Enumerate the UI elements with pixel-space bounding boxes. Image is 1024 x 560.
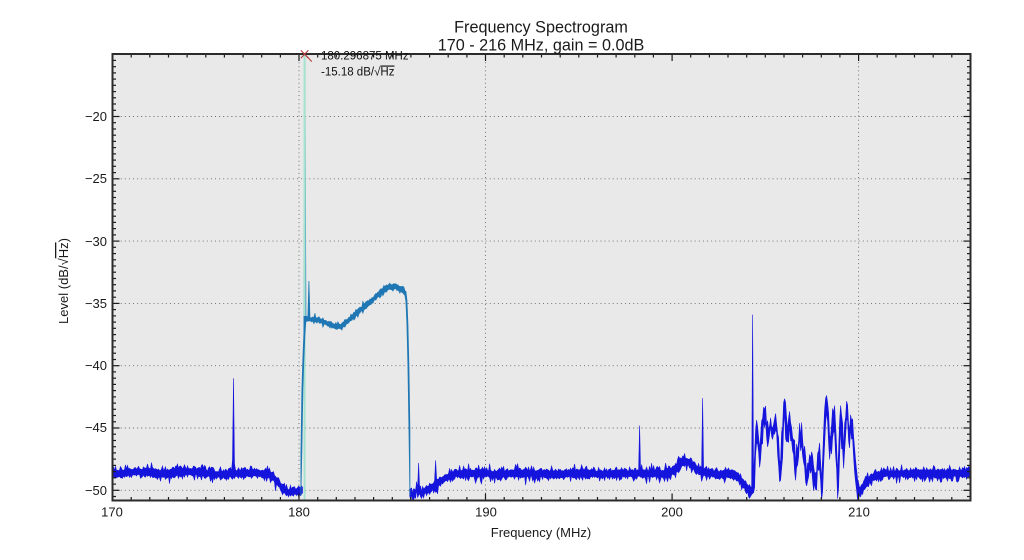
svg-text:Level (dB/√Hz): Level (dB/√Hz) [56,238,71,324]
svg-text:-15.18 dB/√Hz: -15.18 dB/√Hz [321,66,395,79]
svg-text:180.296875 MHz: 180.296875 MHz [321,51,409,63]
svg-text:−25: −25 [85,171,107,186]
svg-text:−50: −50 [85,483,107,498]
svg-text:−30: −30 [85,234,107,249]
svg-text:190: 190 [475,505,497,520]
svg-text:210: 210 [848,505,870,520]
svg-text:Frequency (MHz): Frequency (MHz) [491,525,591,540]
svg-text:170 - 216 MHz, gain = 0.0dB: 170 - 216 MHz, gain = 0.0dB [438,37,645,55]
svg-text:180: 180 [288,505,310,520]
svg-text:−20: −20 [85,109,107,124]
svg-text:−35: −35 [85,296,107,311]
svg-text:170: 170 [101,505,123,520]
svg-text:200: 200 [661,505,683,520]
svg-text:Frequency Spectrogram: Frequency Spectrogram [454,19,628,37]
svg-text:−40: −40 [85,358,107,373]
svg-text:−45: −45 [85,420,107,435]
